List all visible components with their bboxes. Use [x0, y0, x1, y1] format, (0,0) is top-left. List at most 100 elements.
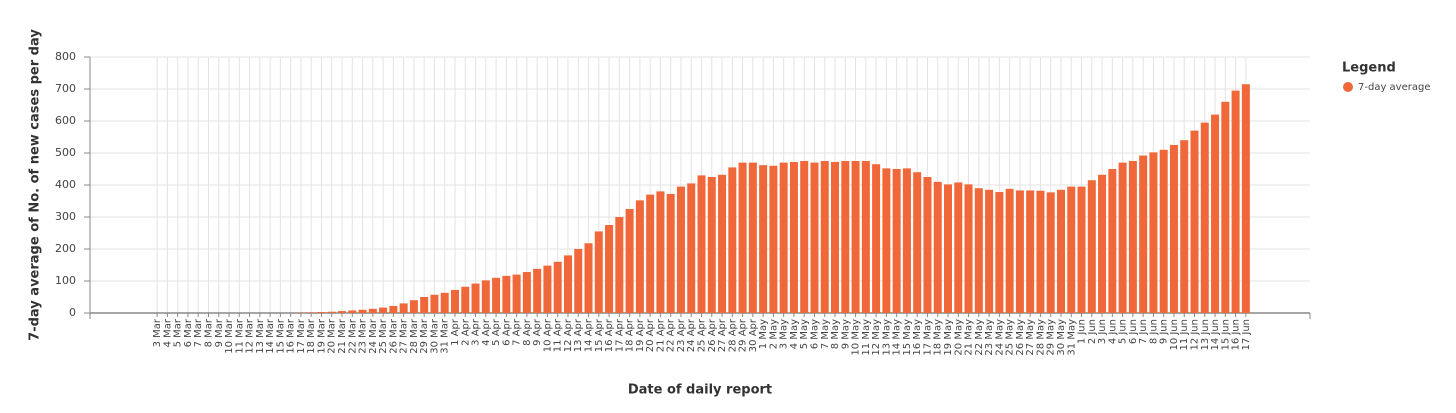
bar	[903, 168, 911, 313]
bar	[615, 217, 623, 313]
bar	[1242, 84, 1250, 313]
bar	[739, 163, 747, 313]
bar	[1170, 145, 1178, 313]
bar	[800, 161, 808, 313]
bar	[328, 312, 336, 313]
bar	[810, 163, 818, 313]
bar	[893, 169, 901, 313]
bar	[389, 306, 397, 313]
y-axis-label: 7-day average of No. of new cases per da…	[28, 29, 43, 341]
bar	[482, 280, 490, 313]
y-tick-label: 200	[55, 242, 76, 255]
bar	[667, 194, 675, 313]
bar	[965, 184, 973, 313]
bar	[533, 269, 541, 313]
bar	[338, 311, 346, 313]
bar	[954, 182, 962, 313]
x-axis-label: Date of daily report	[628, 383, 772, 398]
bar	[420, 297, 428, 313]
bar	[1108, 169, 1116, 313]
bar	[430, 295, 438, 313]
bar	[359, 310, 367, 313]
bar	[348, 310, 356, 313]
bar	[605, 225, 613, 313]
y-tick-label: 400	[55, 178, 76, 191]
bar	[636, 200, 644, 313]
bar	[934, 182, 942, 313]
bar	[1139, 156, 1147, 313]
bar	[492, 278, 500, 313]
bar	[1211, 115, 1219, 313]
bar	[646, 195, 654, 313]
bar	[472, 284, 480, 313]
bar	[1232, 91, 1240, 313]
bar	[995, 192, 1003, 313]
bar	[400, 303, 408, 313]
bar	[379, 308, 387, 313]
x-tick-label: 17 Jun	[1241, 319, 1252, 351]
bar	[656, 191, 664, 313]
bar	[461, 287, 469, 313]
bar	[626, 209, 634, 313]
legend-title: Legend	[1342, 61, 1396, 76]
bar	[759, 165, 767, 313]
bar	[841, 161, 849, 313]
bar	[574, 249, 582, 313]
bar	[1088, 180, 1096, 313]
bar	[1191, 131, 1199, 313]
bar	[923, 177, 931, 313]
bar	[790, 162, 798, 313]
bar	[513, 275, 521, 313]
y-tick-label: 800	[55, 50, 76, 63]
bar	[1006, 189, 1014, 313]
bar	[831, 162, 839, 313]
bar	[410, 300, 418, 313]
bar	[1180, 140, 1188, 313]
bar	[523, 272, 531, 313]
bar	[1201, 123, 1209, 313]
bar	[677, 187, 685, 313]
bar	[852, 161, 860, 313]
bar	[985, 190, 993, 313]
bar	[718, 175, 726, 313]
bar	[554, 262, 562, 313]
y-tick-label: 700	[55, 82, 76, 95]
bar	[441, 293, 449, 313]
y-tick-label: 300	[55, 210, 76, 223]
bar	[564, 255, 572, 313]
bar	[307, 312, 315, 313]
bar	[1129, 161, 1137, 313]
bar	[749, 163, 757, 313]
bar	[1036, 191, 1044, 313]
legend-label: 7-day average	[1358, 82, 1430, 93]
bar	[821, 161, 829, 313]
bar	[1067, 187, 1075, 313]
bar	[862, 161, 870, 313]
legend-swatch	[1343, 82, 1353, 92]
bar	[944, 184, 952, 313]
bar	[1149, 152, 1157, 313]
bar	[913, 172, 921, 313]
bar	[975, 188, 983, 313]
bar	[451, 290, 459, 313]
bar	[697, 175, 705, 313]
bar	[1221, 102, 1229, 313]
bar	[317, 312, 325, 313]
bar	[543, 266, 551, 313]
bar	[728, 167, 736, 313]
bar	[1026, 190, 1034, 313]
bar	[872, 164, 880, 313]
bar	[502, 276, 510, 313]
bar	[1057, 190, 1065, 313]
bar	[687, 183, 695, 313]
bar	[1098, 175, 1106, 313]
bar	[585, 243, 593, 313]
bar	[708, 177, 716, 313]
bar	[1160, 150, 1168, 313]
y-tick-label: 600	[55, 114, 76, 127]
y-tick-label: 0	[69, 306, 76, 319]
bar	[1078, 187, 1086, 313]
y-tick-label: 500	[55, 146, 76, 159]
bar	[882, 168, 890, 313]
